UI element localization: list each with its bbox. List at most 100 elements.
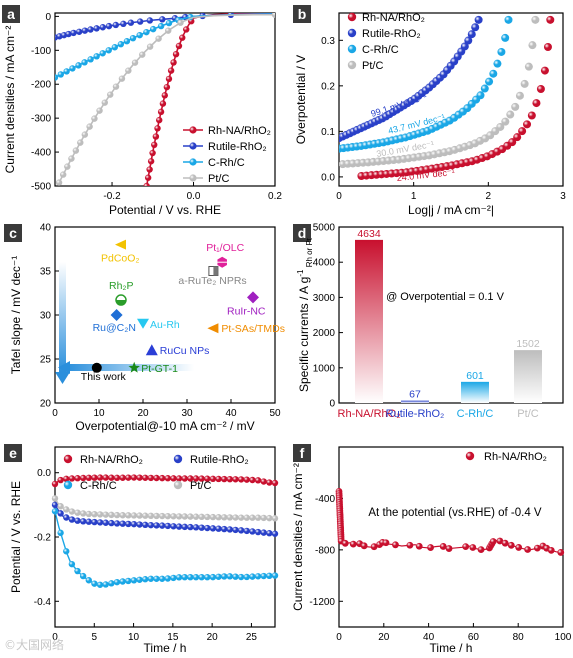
y-tick-label: -200 <box>31 80 51 91</box>
data-point <box>158 474 166 482</box>
data-point <box>243 476 250 483</box>
data-point <box>187 523 194 531</box>
data-point <box>209 475 217 483</box>
point-label: Pt-GT-1 <box>141 363 178 375</box>
data-point <box>192 573 200 581</box>
plot-frame <box>338 226 564 404</box>
data-point <box>175 523 183 530</box>
legend-marker <box>189 174 197 182</box>
data-point <box>515 544 523 551</box>
data-point <box>96 581 104 588</box>
data-point <box>137 318 149 329</box>
data-point <box>68 475 76 482</box>
data-point <box>119 512 126 519</box>
data-point <box>167 67 175 74</box>
data-point <box>142 512 149 519</box>
data-point <box>496 537 504 545</box>
panel-c-badge <box>4 224 22 242</box>
data-point <box>360 542 368 550</box>
data-point <box>247 291 259 304</box>
legend-marker <box>63 454 73 464</box>
legend-marker <box>347 28 357 38</box>
data-point <box>74 509 81 516</box>
panel-e-letter: e <box>9 445 17 461</box>
point-label: PdCoO₂ <box>101 253 140 265</box>
panel-e: e 0 5 10 15 20 25 -0.4 -0.2 0.0 Time / h Potential… <box>4 444 279 655</box>
data-point <box>72 147 80 154</box>
data-point <box>59 171 67 178</box>
x-axis-label: Overpotential@-10 mA cm⁻² / mV <box>75 419 254 433</box>
y-tick-label: -0.2 <box>34 533 52 544</box>
x-tick-label: 0.0 <box>187 191 201 202</box>
panel-d-badge <box>293 224 311 242</box>
data-point <box>232 526 239 534</box>
data-point <box>136 521 143 528</box>
data-point <box>143 182 150 186</box>
bar-value-label: 67 <box>409 389 421 401</box>
data-point <box>139 51 146 58</box>
data-point <box>55 74 59 81</box>
data-point <box>91 474 98 481</box>
legend-marker <box>63 480 73 490</box>
data-point <box>528 41 537 50</box>
data-point <box>254 573 262 580</box>
x-category-label: Rutile-RhO₂ <box>386 408 445 420</box>
legend-label: C-Rh/C <box>208 157 245 169</box>
data-point <box>464 36 473 45</box>
x-tick-label: 40 <box>225 408 237 419</box>
data-point <box>102 581 109 588</box>
data-point <box>153 512 160 520</box>
data-point <box>68 560 76 568</box>
data-point <box>175 513 183 520</box>
data-point <box>146 17 154 24</box>
data-point <box>125 67 132 74</box>
y-tick-label: 30 <box>40 311 52 322</box>
y-tick-label: -1200 <box>309 597 335 608</box>
point-label: Pt-SAs/TMDs <box>221 323 285 335</box>
point-label: Rh₂P <box>109 280 134 292</box>
data-point <box>136 512 143 519</box>
legend-label: C-Rh/C <box>362 44 399 56</box>
data-point <box>57 510 64 517</box>
legend-marker <box>347 60 357 70</box>
x-tick-label: 50 <box>269 408 281 419</box>
plot-frame <box>338 12 564 187</box>
data-point <box>158 512 166 520</box>
data-point <box>501 539 509 547</box>
x-tick-label: 30 <box>181 408 193 419</box>
data-point <box>119 578 126 585</box>
data-point <box>81 59 88 66</box>
data-point <box>271 479 279 487</box>
data-point <box>101 99 108 106</box>
bar-value-label: 4634 <box>357 228 381 240</box>
data-point <box>557 549 565 556</box>
y-tick-label: 0.0 <box>37 468 51 479</box>
data-point <box>501 33 510 42</box>
data-point <box>507 541 515 549</box>
data-point <box>91 580 98 587</box>
data-point <box>271 572 279 579</box>
data-point <box>170 574 177 582</box>
data-point <box>215 475 222 483</box>
x-tick-label: 3 <box>560 191 566 202</box>
data-point <box>198 513 205 521</box>
data-point <box>118 75 126 82</box>
data-point <box>204 573 211 581</box>
x-axis-label: Potential / V vs. RHE <box>109 203 221 217</box>
x-tick-label: 60 <box>468 632 480 643</box>
data-point <box>96 107 103 114</box>
x-tick-label: 0.2 <box>268 191 282 202</box>
x-tick-label: 20 <box>378 632 390 643</box>
data-point <box>496 122 505 131</box>
data-point <box>149 149 156 157</box>
data-point <box>531 15 540 24</box>
panel-c: c 0 10 20 30 40 502025303540Overpotential@-10… <box>4 223 285 433</box>
data-point <box>164 512 172 520</box>
point-label: Pt₁/OLC <box>206 242 244 254</box>
legend-label: Rh-NA/RhO₂ <box>484 451 547 463</box>
data-point <box>110 309 123 321</box>
data-point <box>181 475 188 482</box>
data-point <box>86 123 93 130</box>
panel-c-letter: c <box>9 225 17 241</box>
